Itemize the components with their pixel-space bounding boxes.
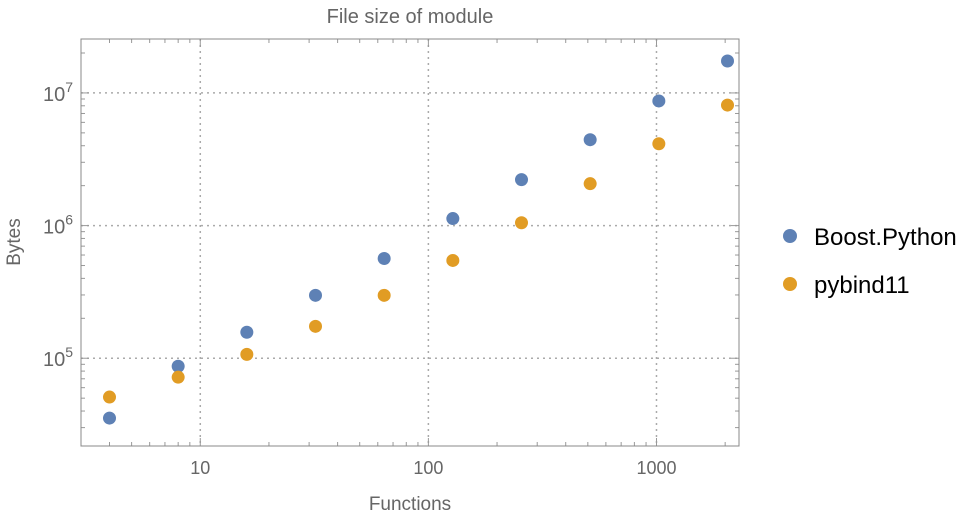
legend-marker-boost-python — [783, 229, 797, 243]
point-pybind11 — [583, 177, 597, 191]
point-pybind11 — [377, 288, 391, 302]
legend-marker-pybind11 — [783, 277, 797, 291]
point-pybind11 — [446, 253, 460, 267]
point-boost-python — [102, 411, 116, 425]
y-axis-label: Bytes — [4, 218, 25, 266]
point-pybind11 — [240, 347, 254, 361]
legend-label-boost-python: Boost.Python — [814, 224, 957, 251]
point-boost-python — [721, 54, 735, 68]
points — [102, 54, 735, 425]
point-boost-python — [240, 325, 254, 339]
point-pybind11 — [309, 319, 323, 333]
x-tick-label: 1000 — [636, 458, 676, 478]
ticks: 10 100 1000 105 106 107 — [43, 39, 739, 478]
y-tick-label: 107 — [43, 79, 73, 106]
point-boost-python — [583, 133, 597, 147]
grid — [81, 39, 739, 446]
point-pybind11 — [102, 390, 116, 404]
y-tick-label: 106 — [43, 212, 73, 239]
x-tick-label: 10 — [190, 458, 210, 478]
point-boost-python — [171, 359, 185, 373]
point-boost-python — [515, 173, 529, 187]
plot-frame — [80, 38, 740, 447]
legend-label-pybind11: pybind11 — [814, 272, 910, 299]
point-pybind11 — [515, 216, 529, 230]
point-boost-python — [309, 288, 323, 302]
x-axis-label: Functions — [369, 494, 451, 513]
point-pybind11 — [652, 137, 666, 151]
chart-title: File size of module — [327, 6, 494, 28]
y-tick-label: 105 — [43, 344, 73, 371]
legend: Boost.Python pybind11 — [783, 224, 957, 299]
point-pybind11 — [721, 98, 735, 112]
point-boost-python — [652, 94, 666, 108]
x-tick-label: 100 — [413, 458, 443, 478]
point-pybind11 — [171, 370, 185, 384]
point-boost-python — [446, 212, 460, 226]
point-boost-python — [377, 251, 391, 265]
